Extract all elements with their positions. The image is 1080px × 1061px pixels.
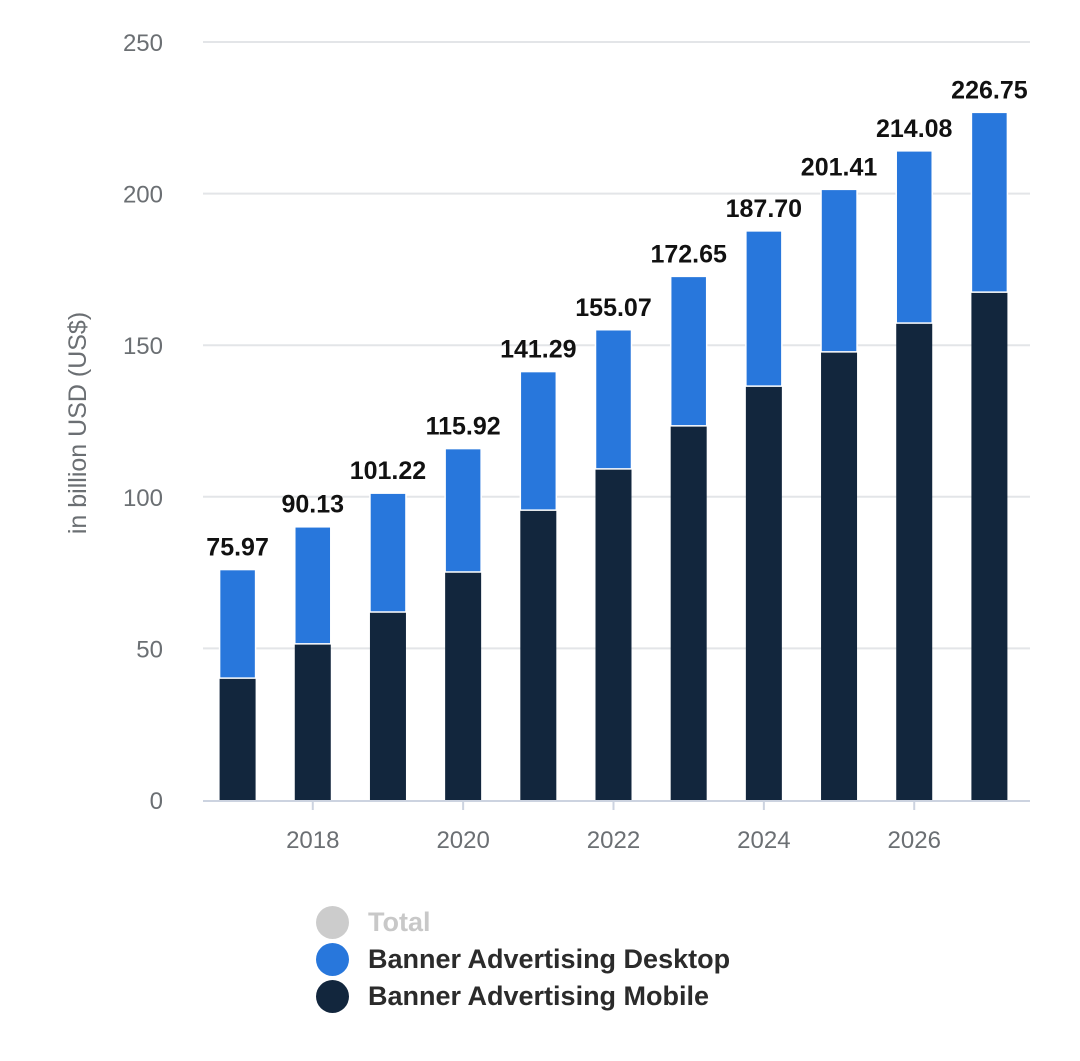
bar-segment [970, 111, 1009, 293]
legend-label: Total [368, 907, 431, 937]
legend-item-desktop[interactable]: Banner Advertising Desktop [316, 941, 730, 978]
data-label: 201.41 [801, 153, 878, 181]
bar-segment [294, 643, 331, 800]
y-tick-label: 50 [136, 636, 163, 663]
x-tick-label: 2020 [436, 827, 489, 854]
bar-segment [971, 292, 1008, 800]
legend-dot-total [316, 906, 349, 939]
legend: Total Banner Advertising Desktop Banner … [316, 904, 730, 1015]
y-tick-label: 100 [123, 485, 163, 512]
bar-segment [895, 150, 933, 324]
data-label: 75.97 [206, 534, 269, 562]
x-tick-label: 2018 [286, 827, 339, 854]
data-label: 115.92 [426, 413, 501, 441]
y-tick-label: 250 [123, 30, 163, 57]
data-label: 141.29 [500, 336, 576, 364]
bar-segment [369, 492, 407, 613]
y-tick-label: 150 [123, 333, 163, 360]
bar-segment [745, 230, 783, 387]
bar-segment [820, 188, 858, 353]
bar-segment [294, 526, 332, 645]
data-label: 226.75 [951, 76, 1028, 104]
data-label: 214.08 [876, 115, 953, 143]
bar-segment [896, 323, 933, 800]
bar-segment [669, 275, 708, 427]
bar-segment [595, 468, 632, 800]
y-tick-label: 0 [150, 788, 163, 815]
data-label: 187.70 [726, 195, 802, 223]
legend-label: Banner Advertising Desktop [368, 944, 731, 974]
bar-segment [745, 386, 782, 800]
data-label: 172.65 [650, 241, 727, 269]
legend-item-total[interactable]: Total [316, 904, 730, 941]
bar-segment [594, 328, 633, 470]
bar-segment [369, 612, 406, 800]
legend-dot-mobile [316, 980, 349, 1013]
data-label: 101.22 [350, 457, 426, 485]
bar-segment [445, 571, 482, 800]
bar-segment [444, 447, 482, 573]
bar-segment [218, 568, 257, 679]
x-tick-label: 2024 [737, 827, 790, 854]
data-label: 155.07 [575, 294, 651, 322]
legend-item-mobile[interactable]: Banner Advertising Mobile [316, 978, 730, 1015]
x-tick-label: 2022 [587, 827, 640, 854]
legend-label: Banner Advertising Mobile [368, 981, 710, 1011]
bar-segment [219, 678, 256, 800]
bar-segment [520, 510, 557, 800]
x-tick-label: 2026 [888, 827, 941, 854]
legend-dot-desktop [316, 943, 349, 976]
bar-segment [821, 351, 858, 800]
bar-segment [670, 425, 707, 800]
bar-segment [519, 370, 558, 511]
y-tick-label: 200 [123, 182, 163, 209]
y-axis-label: in billion USD (US$) [64, 312, 92, 534]
data-label: 90.13 [281, 491, 344, 519]
